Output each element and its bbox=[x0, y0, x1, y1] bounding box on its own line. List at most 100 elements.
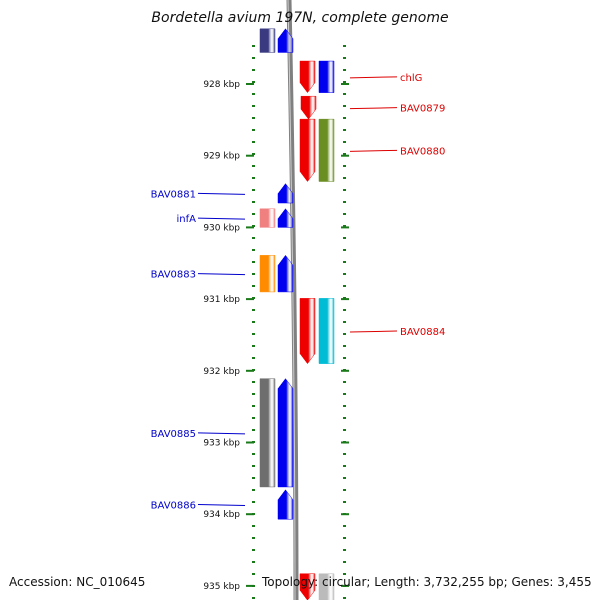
gene-label-bav0880: BAV0880 bbox=[400, 146, 445, 157]
tick-dot-right bbox=[343, 345, 346, 347]
tick-dot-left bbox=[252, 177, 255, 179]
tick-dot-right bbox=[343, 429, 346, 431]
gene-arrow-bav0880 bbox=[318, 118, 335, 182]
tick-dot-left bbox=[252, 141, 255, 143]
tick-dot-right bbox=[343, 129, 346, 131]
tick-dot-left bbox=[252, 489, 255, 491]
major-tick-left bbox=[246, 513, 254, 516]
tick-dot-right bbox=[343, 405, 346, 407]
major-tick-left bbox=[246, 83, 254, 85]
tick-dot-right bbox=[343, 237, 346, 239]
tick-dot-left bbox=[252, 153, 255, 155]
tick-dot-right bbox=[343, 501, 346, 503]
major-tick-right bbox=[341, 369, 349, 372]
tick-dot-right bbox=[343, 273, 346, 275]
tick-dot-right bbox=[343, 477, 346, 479]
scale-tick-label: 931 kbp bbox=[203, 295, 240, 305]
gene-arrow-bav0885 bbox=[277, 378, 294, 488]
major-tick-left bbox=[246, 298, 254, 301]
major-tick-right bbox=[341, 298, 349, 301]
tick-dot-right bbox=[343, 549, 346, 551]
tick-dot-right bbox=[343, 333, 346, 335]
tick-dot-right bbox=[343, 117, 346, 119]
tick-dot-left bbox=[252, 105, 255, 107]
tick-dot-left bbox=[252, 549, 255, 551]
tick-dot-right bbox=[343, 381, 346, 383]
tick-dot-left bbox=[252, 357, 255, 359]
tick-dot-right bbox=[343, 177, 346, 179]
tick-dot-right bbox=[343, 69, 346, 71]
gene-label-chlg: chlG bbox=[400, 73, 422, 84]
major-tick-right bbox=[341, 154, 349, 157]
tick-dot-right bbox=[343, 489, 346, 491]
gene-label-bav0886: BAV0886 bbox=[151, 501, 196, 512]
gene-arrow-chlg bbox=[299, 60, 316, 94]
tick-dot-left bbox=[252, 597, 255, 599]
gene-arrow-bav0879 bbox=[300, 95, 317, 120]
tick-dot-left bbox=[252, 321, 255, 323]
tick-dot-left bbox=[252, 417, 255, 419]
gene-arrow-bav0883 bbox=[259, 255, 276, 293]
gene-label-leader bbox=[197, 192, 246, 195]
tick-dot-left bbox=[252, 393, 255, 395]
gene-arrow-bav0885 bbox=[259, 378, 276, 488]
tick-dot-right bbox=[343, 393, 346, 395]
tick-dot-left bbox=[252, 225, 255, 227]
scale-tick-label: 933 kbp bbox=[203, 439, 240, 449]
gene-arrow-infa bbox=[259, 208, 276, 228]
gene-arrow bbox=[277, 28, 294, 53]
tick-dot-right bbox=[343, 165, 346, 167]
gene-label-bav0879: BAV0879 bbox=[400, 104, 445, 115]
tick-dot-right bbox=[343, 81, 346, 83]
tick-dot-left bbox=[252, 213, 255, 215]
gene-arrow bbox=[299, 573, 316, 600]
tick-dot-left bbox=[252, 45, 255, 47]
scale-tick-label: 934 kbp bbox=[203, 510, 240, 520]
tick-dot-right bbox=[343, 453, 346, 455]
tick-dot-right bbox=[343, 105, 346, 107]
tick-dot-left bbox=[252, 477, 255, 479]
scale-tick-label: 928 kbp bbox=[203, 80, 240, 90]
accession-label: Accession: NC_010645 bbox=[9, 575, 146, 589]
scale-tick-label: 935 kbp bbox=[203, 582, 240, 592]
gene-label-bav0883: BAV0883 bbox=[151, 270, 196, 281]
tick-dot-left bbox=[252, 237, 255, 239]
tick-dot-right bbox=[343, 597, 346, 599]
tick-dot-left bbox=[252, 81, 255, 83]
tick-dot-left bbox=[252, 249, 255, 251]
tick-dot-right bbox=[343, 573, 346, 575]
tick-dot-left bbox=[252, 165, 255, 167]
gene-label-bav0884: BAV0884 bbox=[400, 327, 445, 338]
scale-tick-label: 930 kbp bbox=[203, 223, 240, 233]
tick-dot-left bbox=[252, 453, 255, 455]
tick-dot-left bbox=[252, 381, 255, 383]
gene-label-bav0885: BAV0885 bbox=[151, 429, 196, 440]
tick-dot-left bbox=[252, 201, 255, 203]
tick-dot-left bbox=[252, 525, 255, 527]
tick-dot-right bbox=[343, 57, 346, 59]
tick-dot-right bbox=[343, 45, 346, 47]
tick-dot-left bbox=[252, 501, 255, 503]
tick-dot-left bbox=[252, 57, 255, 59]
tick-dot-right bbox=[343, 309, 346, 311]
gene-label-leader bbox=[349, 149, 398, 152]
tick-dot-right bbox=[343, 321, 346, 323]
tick-dot-left bbox=[252, 333, 255, 335]
tick-dot-right bbox=[343, 261, 346, 263]
tick-dot-left bbox=[252, 345, 255, 347]
major-tick-right bbox=[341, 584, 349, 587]
tick-dot-left bbox=[252, 429, 255, 431]
gene-label-leader bbox=[197, 273, 246, 276]
tick-dot-left bbox=[252, 273, 255, 275]
major-tick-left bbox=[246, 369, 254, 372]
major-tick-left bbox=[246, 226, 254, 229]
tick-dot-right bbox=[343, 537, 346, 539]
genome-backbone bbox=[286, 0, 299, 600]
scale-tick-label: 932 kbp bbox=[203, 367, 240, 377]
tick-dot-left bbox=[252, 189, 255, 191]
gene-arrow-bav0883 bbox=[277, 254, 294, 293]
tick-dot-right bbox=[343, 153, 346, 155]
gene-label-leader bbox=[197, 217, 246, 220]
